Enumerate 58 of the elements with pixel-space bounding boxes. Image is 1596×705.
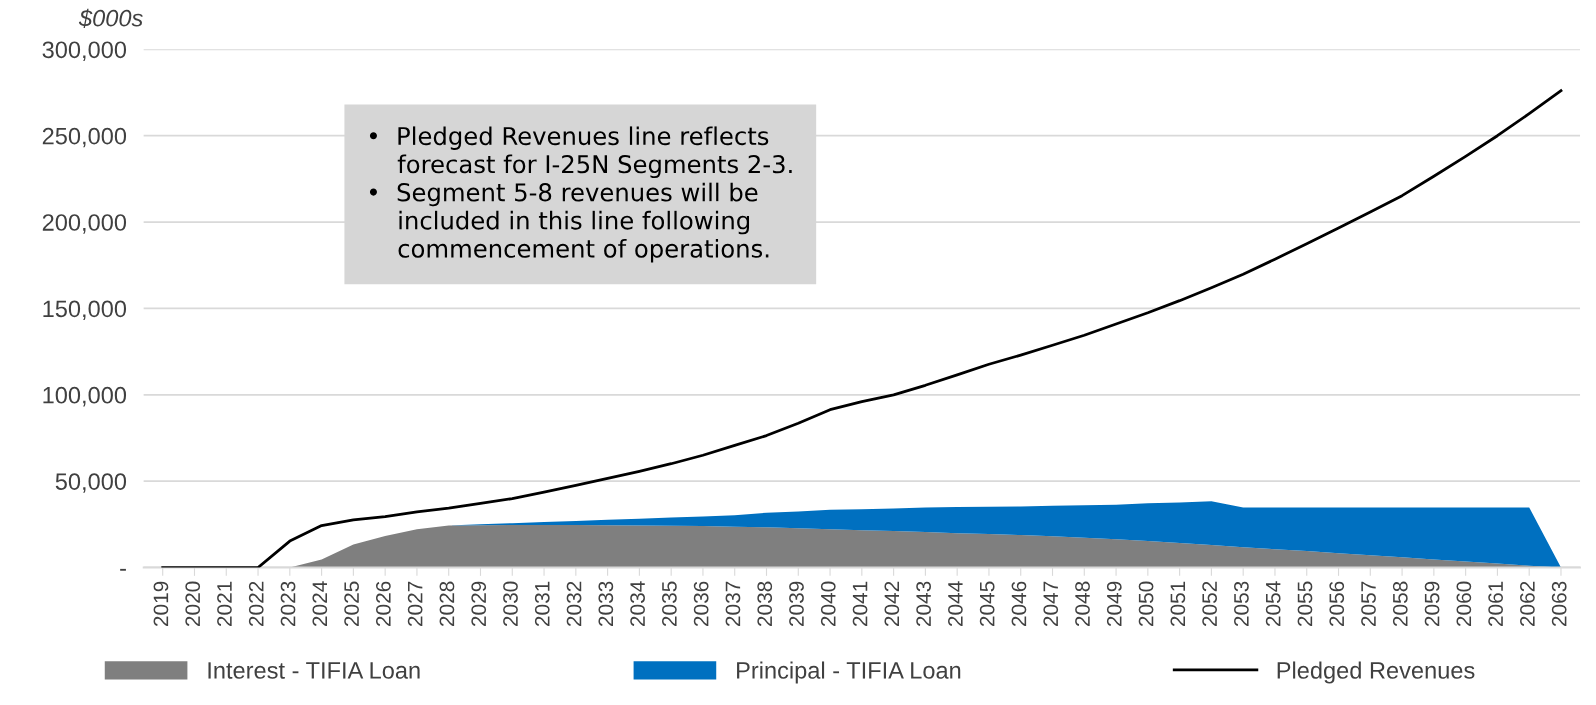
y-tick-label: 150,000	[43, 300, 127, 321]
x-tick-label: 2046	[1011, 581, 1027, 627]
legend-label: Principal - TIFIA Loan	[737, 661, 961, 684]
x-tick-label: 2026	[376, 581, 391, 627]
x-tick-label: 2022	[248, 581, 264, 627]
x-tick-label: 2043	[916, 581, 931, 627]
x-tick-label: 2029	[471, 581, 487, 627]
y-tick-label: 300,000	[42, 41, 127, 61]
x-tick-label: 2040	[820, 581, 836, 627]
legend-label: Interest - TIFIA Loan	[208, 662, 420, 679]
x-tick-label: 2039	[789, 581, 804, 627]
x-tick-label: 2053	[1234, 581, 1249, 627]
y-tick-label: 250,000	[42, 127, 127, 148]
line-series	[161, 89, 1563, 568]
y-axis-title: $000s	[78, 8, 143, 28]
x-tick-label: 2055	[1297, 581, 1313, 627]
x-tick-label: 2027	[407, 581, 423, 627]
x-tick-label: 2054	[1265, 581, 1281, 627]
x-tick-label: 2028	[439, 581, 455, 627]
x-tick-label: 2042	[884, 581, 900, 627]
x-tick-label: 2062	[1520, 581, 1535, 627]
x-tick-label: 2045	[979, 581, 995, 627]
x-tick-label: 2035	[662, 581, 677, 627]
x-tick-label: 2044	[948, 581, 963, 627]
x-tick-label: 2021	[217, 581, 232, 627]
x-tick-label: 2020	[185, 581, 201, 627]
x-tick-label: 2019	[153, 581, 169, 627]
x-tick-label: 2032	[566, 581, 582, 627]
x-tick-label: 2030	[503, 581, 518, 627]
x-tick-label: 2024	[312, 581, 328, 627]
x-tick-label: 2033	[598, 581, 614, 627]
x-tick-label: 2025	[344, 581, 359, 627]
x-tick-label: 2037	[725, 581, 741, 627]
x-tick-label: 2052	[1202, 581, 1217, 627]
legend-label: Pledged Revenues	[1277, 661, 1475, 684]
x-tick-label: 2051	[1170, 581, 1186, 627]
x-tick-label: 2060	[1456, 581, 1472, 627]
y-tick-label: 50,000	[55, 473, 127, 493]
x-tick-label: 2058	[1392, 581, 1408, 627]
x-tick-label: 2056	[1329, 581, 1345, 627]
x-tick-label: 2049	[1106, 581, 1122, 627]
x-tick-label: 2036	[693, 581, 709, 627]
x-tick-label: 2048	[1075, 581, 1090, 627]
y-tick-label: -	[120, 568, 126, 571]
x-tick-label: 2061	[1488, 581, 1504, 627]
y-tick-label: 200,000	[42, 214, 127, 234]
x-tick-label: 2034	[630, 581, 645, 627]
x-tick-label: 2031	[534, 581, 550, 627]
y-tick-label: 100,000	[43, 386, 127, 407]
x-tick-label: 2059	[1424, 581, 1440, 627]
x-tick-label: 2057	[1361, 581, 1376, 627]
x-tick-label: 2050	[1138, 581, 1154, 627]
x-tick-label: 2023	[280, 581, 296, 627]
x-tick-label: 2047	[1043, 581, 1059, 627]
x-tick-label: 2041	[852, 581, 868, 627]
x-tick-label: 2038	[757, 581, 773, 627]
x-tick-label: 2063	[1551, 581, 1567, 627]
annotation: • Pledged Revenues line reflects forecast for I-25N Segments 2-3. • Segment 5-8 revenues will be included in this line following commencement of operations.	[369, 126, 792, 263]
